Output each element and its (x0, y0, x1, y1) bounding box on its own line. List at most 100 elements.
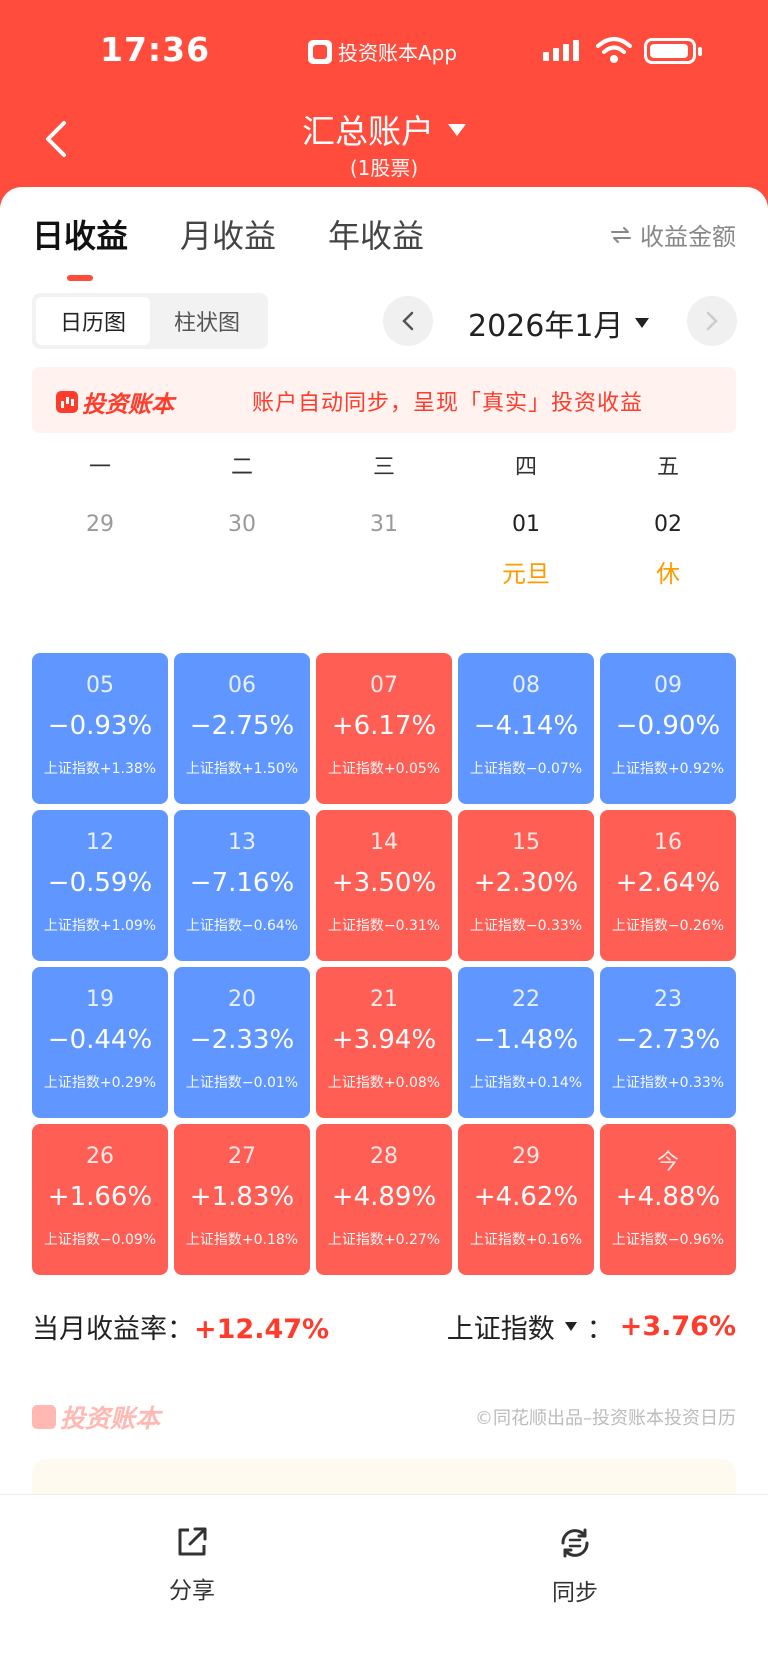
day-return-pct: +6.17% (331, 711, 437, 741)
day-index-change: 上证指数−0.01% (185, 1075, 299, 1091)
day-number: 14 (370, 830, 398, 855)
day-number: 29 (512, 1144, 540, 1169)
day-return-pct: −0.44% (47, 1025, 153, 1055)
day-return-cell[interactable]: 09 −0.90% 上证指数+0.92% (600, 653, 736, 804)
day-return-cell[interactable]: 22 −1.48% 上证指数+0.14% (458, 967, 594, 1118)
app-logo-icon (308, 39, 332, 64)
chevron-right-icon (706, 311, 718, 331)
day-return-cell[interactable]: 13 −7.16% 上证指数−0.64% (174, 810, 310, 961)
day-index-change: 上证指数+1.38% (43, 761, 157, 777)
day-return-pct: −2.75% (189, 711, 295, 741)
day-number: 28 (370, 1144, 398, 1169)
tab-yearly[interactable]: 年收益 (328, 217, 425, 255)
day-return-cell[interactable]: 05 −0.93% 上证指数+1.38% (32, 653, 168, 804)
daily-return-grid: 05 −0.93% 上证指数+1.38% 06 −2.75% 上证指数+1.50% 07 +6… (32, 653, 736, 1275)
seg-calendar[interactable]: 日历图 (36, 297, 150, 345)
day-number: 19 (86, 987, 114, 1012)
footer-copyright: ©同花顺出品–投资账本投资日历 (475, 1408, 736, 1429)
day-index-change: 上证指数+0.08% (327, 1075, 441, 1091)
calendar-day-holiday[interactable]: 02 休 (600, 512, 736, 588)
tab-monthly[interactable]: 月收益 (180, 217, 277, 255)
month-label: 2026年1月 (468, 309, 624, 344)
benchmark-value: +3.76% (619, 1311, 736, 1342)
day-number: 31 (370, 512, 398, 537)
day-return-pct: +2.64% (615, 868, 721, 898)
day-index-change: 上证指数+0.14% (469, 1075, 583, 1091)
calendar-day-outside: 31 (316, 512, 452, 584)
sync-label: 同步 (552, 1580, 598, 1606)
day-return-pct: −4.14% (473, 711, 579, 741)
day-index-change: 上证指数−0.33% (469, 918, 583, 934)
month-return-value: +12.47% (194, 1314, 330, 1345)
day-return-cell[interactable]: 27 +1.83% 上证指数+0.18% (174, 1124, 310, 1275)
benchmark-separator: ： (586, 1314, 614, 1345)
month-picker[interactable]: 2026年1月 (468, 301, 650, 345)
day-index-change: 上证指数+1.09% (43, 918, 157, 934)
benchmark-selector[interactable]: 上证指数 ： +3.76% (447, 1307, 736, 1346)
day-number: 02 (654, 512, 682, 537)
app-indicator-label: 投资账本App (338, 41, 458, 65)
day-number: 今 (656, 1150, 679, 1175)
seg-bar-chart[interactable]: 柱状图 (173, 311, 240, 336)
day-return-cell[interactable]: 20 −2.33% 上证指数−0.01% (174, 967, 310, 1118)
next-month-button[interactable] (687, 296, 737, 346)
day-return-cell[interactable]: 08 −4.14% 上证指数−0.07% (458, 653, 594, 804)
holiday-label: 元旦 (502, 560, 550, 588)
sync-button[interactable]: 同步 (505, 1525, 645, 1607)
day-return-cell[interactable]: 15 +2.30% 上证指数−0.33% (458, 810, 594, 961)
day-return-cell[interactable]: 07 +6.17% 上证指数+0.05% (316, 653, 452, 804)
footer-brand-text: 投资账本 (60, 1404, 161, 1433)
day-return-cell[interactable]: 28 +4.89% 上证指数+0.27% (316, 1124, 452, 1275)
day-note (174, 554, 310, 584)
swap-icon (611, 226, 631, 243)
day-return-cell[interactable]: 12 −0.59% 上证指数+1.09% (32, 810, 168, 961)
day-return-cell[interactable]: 19 −0.44% 上证指数+0.29% (32, 967, 168, 1118)
weekday-header: 一 二 三 四 五 (32, 449, 736, 481)
day-return-cell[interactable]: 16 +2.64% 上证指数−0.26% (600, 810, 736, 961)
day-return-cell[interactable]: 21 +3.94% 上证指数+0.08% (316, 967, 452, 1118)
metric-toggle-label: 收益金额 (640, 223, 736, 251)
day-return-pct: +1.83% (189, 1182, 295, 1212)
calendar-day-outside: 30 (174, 512, 310, 584)
day-return-pct: +1.66% (47, 1182, 153, 1212)
weekday-label: 一 (88, 455, 111, 480)
banner-text: 账户自动同步，呈现「真实」投资收益 (252, 391, 644, 416)
account-selector[interactable]: 汇总账户 (0, 105, 768, 153)
tab-daily[interactable]: 日收益 (32, 211, 128, 281)
footer-brand: 投资账本 (32, 1399, 160, 1435)
day-index-change: 上证指数−0.26% (611, 918, 725, 934)
day-index-change: 上证指数+0.92% (611, 761, 725, 777)
promo-banner[interactable]: 投资账本 账户自动同步，呈现「真实」投资收益 (32, 367, 736, 433)
month-return: 当月收益率：+12.47% (32, 1307, 329, 1346)
day-number: 29 (86, 512, 114, 537)
day-return-pct: +3.50% (331, 868, 437, 898)
metric-toggle[interactable]: 收益金额 (610, 217, 736, 252)
day-return-pct: +4.88% (615, 1182, 721, 1212)
back-arrow-icon[interactable] (40, 117, 72, 161)
day-index-change: 上证指数−0.96% (611, 1232, 725, 1248)
view-segment: 日历图 柱状图 (32, 293, 268, 349)
day-number: 15 (512, 830, 540, 855)
day-return-cell[interactable]: 14 +3.50% 上证指数−0.31% (316, 810, 452, 961)
brand-logo-icon (32, 1405, 56, 1429)
calendar-day-holiday[interactable]: 01 元旦 (458, 512, 594, 588)
benchmark-label: 上证指数 (446, 1314, 555, 1345)
day-number: 12 (86, 830, 114, 855)
day-return-cell[interactable]: 23 −2.73% 上证指数+0.33% (600, 967, 736, 1118)
day-index-change: 上证指数−0.64% (185, 918, 299, 934)
share-button[interactable]: 分享 (122, 1525, 262, 1605)
day-number: 13 (228, 830, 256, 855)
day-index-change: 上证指数−0.09% (43, 1232, 157, 1248)
account-title: 汇总账户 (302, 112, 434, 151)
day-return-pct: −2.33% (189, 1025, 295, 1055)
day-return-cell[interactable]: 06 −2.75% 上证指数+1.50% (174, 653, 310, 804)
day-return-cell[interactable]: 26 +1.66% 上证指数−0.09% (32, 1124, 168, 1275)
bottom-action-bar: 分享 同步 (0, 1494, 768, 1665)
day-return-pct: +3.94% (331, 1025, 437, 1055)
prev-month-button[interactable] (383, 296, 433, 346)
day-index-change: 上证指数−0.31% (327, 918, 441, 934)
day-return-cell[interactable]: 今 +4.88% 上证指数−0.96% (600, 1124, 736, 1275)
day-index-change: 上证指数+0.05% (327, 761, 441, 777)
day-number: 23 (654, 987, 682, 1012)
day-return-cell[interactable]: 29 +4.62% 上证指数+0.16% (458, 1124, 594, 1275)
